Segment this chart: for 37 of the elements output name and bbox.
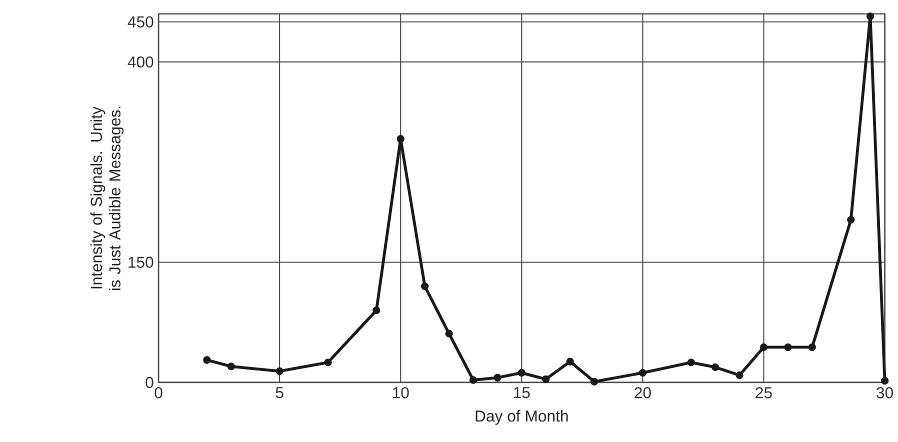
point [542,375,550,384]
point [469,376,478,384]
y-axis-title: Intensity of Signals. Unity is Just Audible Messages. [90,106,124,290]
point [372,306,380,314]
y-tick-label: 0 [146,376,154,388]
point [712,363,720,372]
point [494,374,502,382]
x-tick-label: 30 [876,387,893,398]
x-tick-label: 15 [514,387,530,398]
point [396,135,404,143]
point [518,369,526,377]
point [445,330,453,338]
point [847,216,855,224]
point [736,371,744,380]
point [687,358,695,366]
x-axis-title: Day of Month [476,410,568,425]
x-tick-label: 20 [634,387,651,398]
y-tick-label: 400 [128,56,154,68]
point [880,377,889,385]
point [566,358,574,366]
x-tick-label: 5 [276,387,284,398]
x-tick-label: 10 [393,387,409,398]
point [808,343,816,352]
point [638,369,647,377]
point [203,356,211,364]
point [420,282,429,290]
point [784,343,792,352]
x-tick-label: 25 [756,387,772,398]
point [866,12,874,20]
point [276,367,284,376]
point [760,343,768,352]
point [324,358,332,366]
point [590,378,598,386]
x-tick-label: 0 [154,387,162,398]
y-tick-label: 450 [128,16,154,28]
point [227,362,235,370]
y-tick-label: 150 [128,256,154,268]
